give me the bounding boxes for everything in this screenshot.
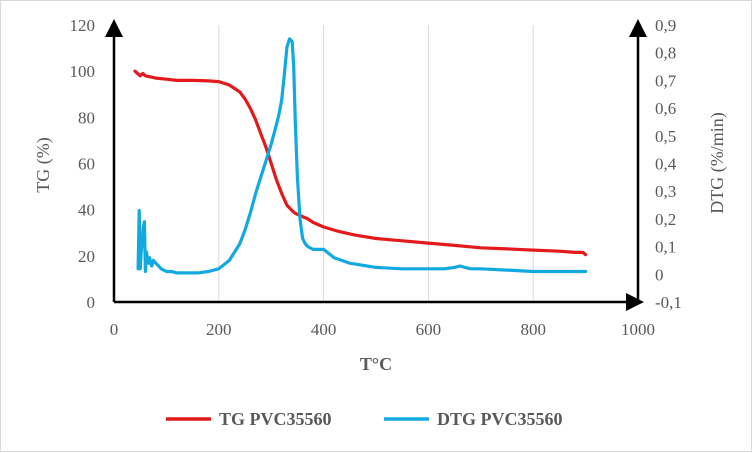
y-right-tick-label: 0,1 (655, 238, 676, 257)
y-left-tick-label: 100 (70, 62, 96, 81)
y-left-tick-label: 40 (78, 201, 95, 220)
y-left-tick-label: 0 (87, 293, 96, 312)
y-right-tick-label: 0,2 (655, 210, 676, 229)
y-right-tick-label: 0,5 (655, 127, 676, 146)
y-right-axis-title: DTG (%/min) (707, 112, 728, 213)
series-line-dtg (136, 37, 588, 275)
x-tick-label: 400 (311, 320, 337, 339)
y-left-tick-label: 120 (70, 16, 96, 35)
x-tick-label: 1000 (621, 320, 655, 339)
right-axis-arrow (629, 19, 647, 37)
y-left-tick-label: 20 (78, 247, 95, 266)
legend-label: DTG PVC35560 (437, 409, 563, 429)
x-tick-label: 600 (416, 320, 442, 339)
y-right-tick-label: 0,6 (655, 99, 676, 118)
x-tick-label: 800 (520, 320, 546, 339)
y-right-tick-label: 0,3 (655, 182, 676, 201)
x-tick-label: 0 (110, 320, 119, 339)
y-left-tick-label: 60 (78, 155, 95, 174)
y-right-tick-label: 0,4 (655, 155, 677, 174)
y-left-tick-label: 80 (78, 108, 95, 127)
y-right-tick-label: 0 (655, 265, 664, 284)
y-right-tick-label: 0,9 (655, 16, 676, 35)
x-axis-title: T°C (360, 354, 392, 374)
y-right-tick-label: -0,1 (655, 293, 682, 312)
y-right-tick-label: 0,8 (655, 44, 676, 63)
left-axis-arrow (105, 19, 123, 37)
y-right-tick-label: 0,7 (655, 71, 677, 90)
y-left-axis-title: TG (%) (33, 137, 54, 192)
x-tick-label: 200 (206, 320, 232, 339)
x-axis-arrow (626, 293, 644, 311)
series-line-tg (133, 69, 588, 257)
legend-label: TG PVC35560 (219, 409, 332, 429)
